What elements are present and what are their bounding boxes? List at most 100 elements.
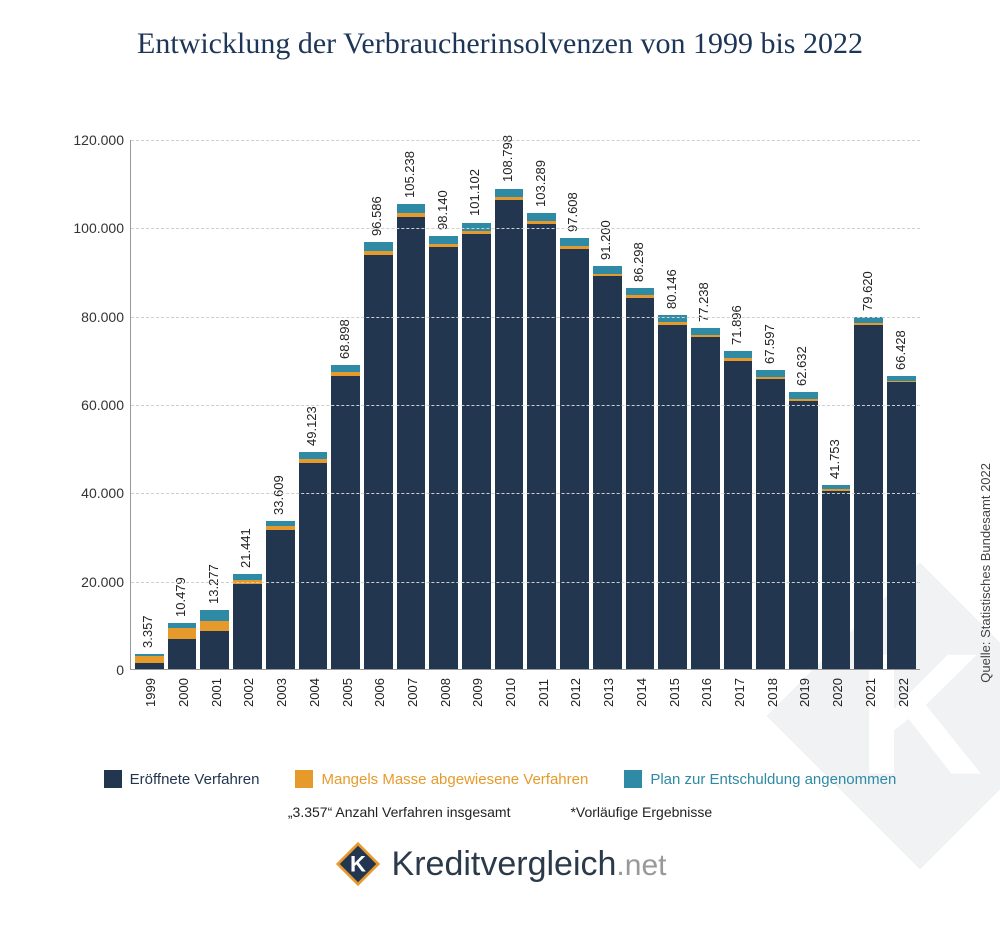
bar-stack (299, 452, 328, 669)
x-tick-label: 2012 (568, 678, 583, 707)
bar-stack (724, 351, 753, 669)
x-tick-label: 2002 (241, 678, 256, 707)
brand-logo-row: K Kreditvergleich.net (0, 840, 1000, 888)
bar-column: 13.2772001 (200, 610, 229, 669)
x-tick-label: 2001 (209, 678, 224, 707)
legend-swatch-rejected (295, 770, 313, 788)
x-tick-label: 2020 (830, 678, 845, 707)
bar-total-label: 62.632 (794, 347, 809, 387)
bar-total-label: 79.620 (860, 272, 875, 312)
bar-stack (200, 610, 229, 669)
legend-swatch-plan (624, 770, 642, 788)
bar-total-label: 41.753 (827, 439, 842, 479)
bar-stack (135, 654, 164, 669)
y-tick-label: 60.000 (60, 397, 124, 413)
bar-total-label: 33.609 (271, 475, 286, 515)
bar-stack (233, 574, 262, 669)
bar-column: 86.2982014 (626, 288, 655, 669)
grid-line (131, 493, 920, 494)
bar-total-label: 108.798 (500, 135, 515, 182)
bar-column: 77.2382016 (691, 328, 720, 669)
bar-stack (658, 315, 687, 669)
bar-stack (887, 376, 916, 669)
x-tick-label: 2022 (896, 678, 911, 707)
x-tick-label: 2004 (307, 678, 322, 707)
bar-column: 66.4282022 (887, 376, 916, 669)
x-tick-label: 2013 (601, 678, 616, 707)
x-tick-label: 2019 (797, 678, 812, 707)
bar-column: 71.8962017 (724, 351, 753, 669)
bar-total-label: 66.428 (893, 330, 908, 370)
bar-column: 80.1462015 (658, 315, 687, 669)
bar-segment-opened (135, 663, 164, 669)
bar-segment-opened (658, 325, 687, 669)
bar-stack (331, 365, 360, 669)
bar-segment-opened (495, 200, 524, 669)
legend-item-opened: Eröffnete Verfahren (104, 770, 260, 788)
brand-logo-text: Kreditvergleich.net (392, 845, 667, 884)
x-tick-label: 2010 (503, 678, 518, 707)
y-tick-label: 20.000 (60, 574, 124, 590)
bar-column: 21.4412002 (233, 574, 262, 669)
bar-total-label: 105.238 (402, 151, 417, 198)
svg-text:K: K (350, 852, 366, 877)
y-tick-label: 100.000 (60, 220, 124, 236)
bar-total-label: 98.140 (435, 190, 450, 230)
legend-label-rejected: Mangels Masse abgewiesene Verfahren (321, 771, 588, 788)
bar-stack (626, 288, 655, 669)
bar-column: 98.1402008 (429, 236, 458, 669)
bar-total-label: 103.289 (533, 160, 548, 207)
bar-segment-plan (495, 189, 524, 198)
x-tick-label: 2021 (863, 678, 878, 707)
bar-segment-opened (233, 584, 262, 669)
plot-area: 3.357199910.479200013.277200121.44120023… (130, 140, 920, 670)
chart-area: 020.00040.00060.00080.000100.000120.000 … (60, 130, 940, 720)
bar-column: 108.7982010 (495, 188, 524, 669)
y-tick-label: 120.000 (60, 132, 124, 148)
x-tick-label: 2008 (438, 678, 453, 707)
bar-segment-plan (626, 288, 655, 295)
bar-segment-plan (527, 213, 556, 221)
x-tick-label: 2018 (765, 678, 780, 707)
bar-segment-opened (331, 376, 360, 669)
bar-stack (822, 485, 851, 669)
source-citation: Quelle: Statistisches Bundesamt 2022 (979, 463, 994, 683)
bar-stack (527, 213, 556, 669)
x-tick-label: 2017 (732, 678, 747, 707)
legend-label-plan: Plan zur Entschuldung angenommen (650, 771, 896, 788)
bar-column: 96.5862006 (364, 242, 393, 669)
bar-segment-opened (822, 491, 851, 669)
bar-segment-rejected (135, 656, 164, 664)
legend: Eröffnete Verfahren Mangels Masse abgewi… (0, 770, 1000, 788)
grid-line (131, 582, 920, 583)
x-tick-label: 2011 (536, 679, 551, 707)
grid-line (131, 140, 920, 141)
bar-column: 91.2002013 (593, 266, 622, 669)
bar-total-label: 67.597 (762, 325, 777, 365)
bar-segment-plan (560, 238, 589, 246)
bar-total-label: 86.298 (631, 242, 646, 282)
bar-segment-opened (887, 382, 916, 669)
bar-segment-opened (756, 379, 785, 669)
legend-swatch-opened (104, 770, 122, 788)
bar-segment-plan (593, 266, 622, 274)
y-tick-label: 0 (60, 662, 124, 678)
bar-column: 97.6082012 (560, 238, 589, 669)
y-tick-label: 40.000 (60, 485, 124, 501)
bar-segment-opened (397, 217, 426, 669)
bar-segment-opened (527, 224, 556, 669)
x-tick-label: 2015 (667, 678, 682, 707)
grid-line (131, 317, 920, 318)
bar-total-label: 97.608 (565, 192, 580, 232)
bar-segment-opened (560, 249, 589, 669)
legend-item-rejected: Mangels Masse abgewiesene Verfahren (295, 770, 588, 788)
x-tick-label: 2014 (634, 678, 649, 707)
bar-total-label: 3.357 (140, 616, 155, 649)
bar-segment-opened (593, 276, 622, 669)
x-tick-label: 2016 (699, 678, 714, 707)
bar-segment-opened (266, 530, 295, 669)
bar-total-label: 101.102 (467, 169, 482, 216)
bar-column: 10.4792000 (168, 623, 197, 669)
bar-total-label: 80.146 (664, 269, 679, 309)
subnote-left: „3.357“ Anzahl Verfahren insgesamt (288, 804, 511, 820)
